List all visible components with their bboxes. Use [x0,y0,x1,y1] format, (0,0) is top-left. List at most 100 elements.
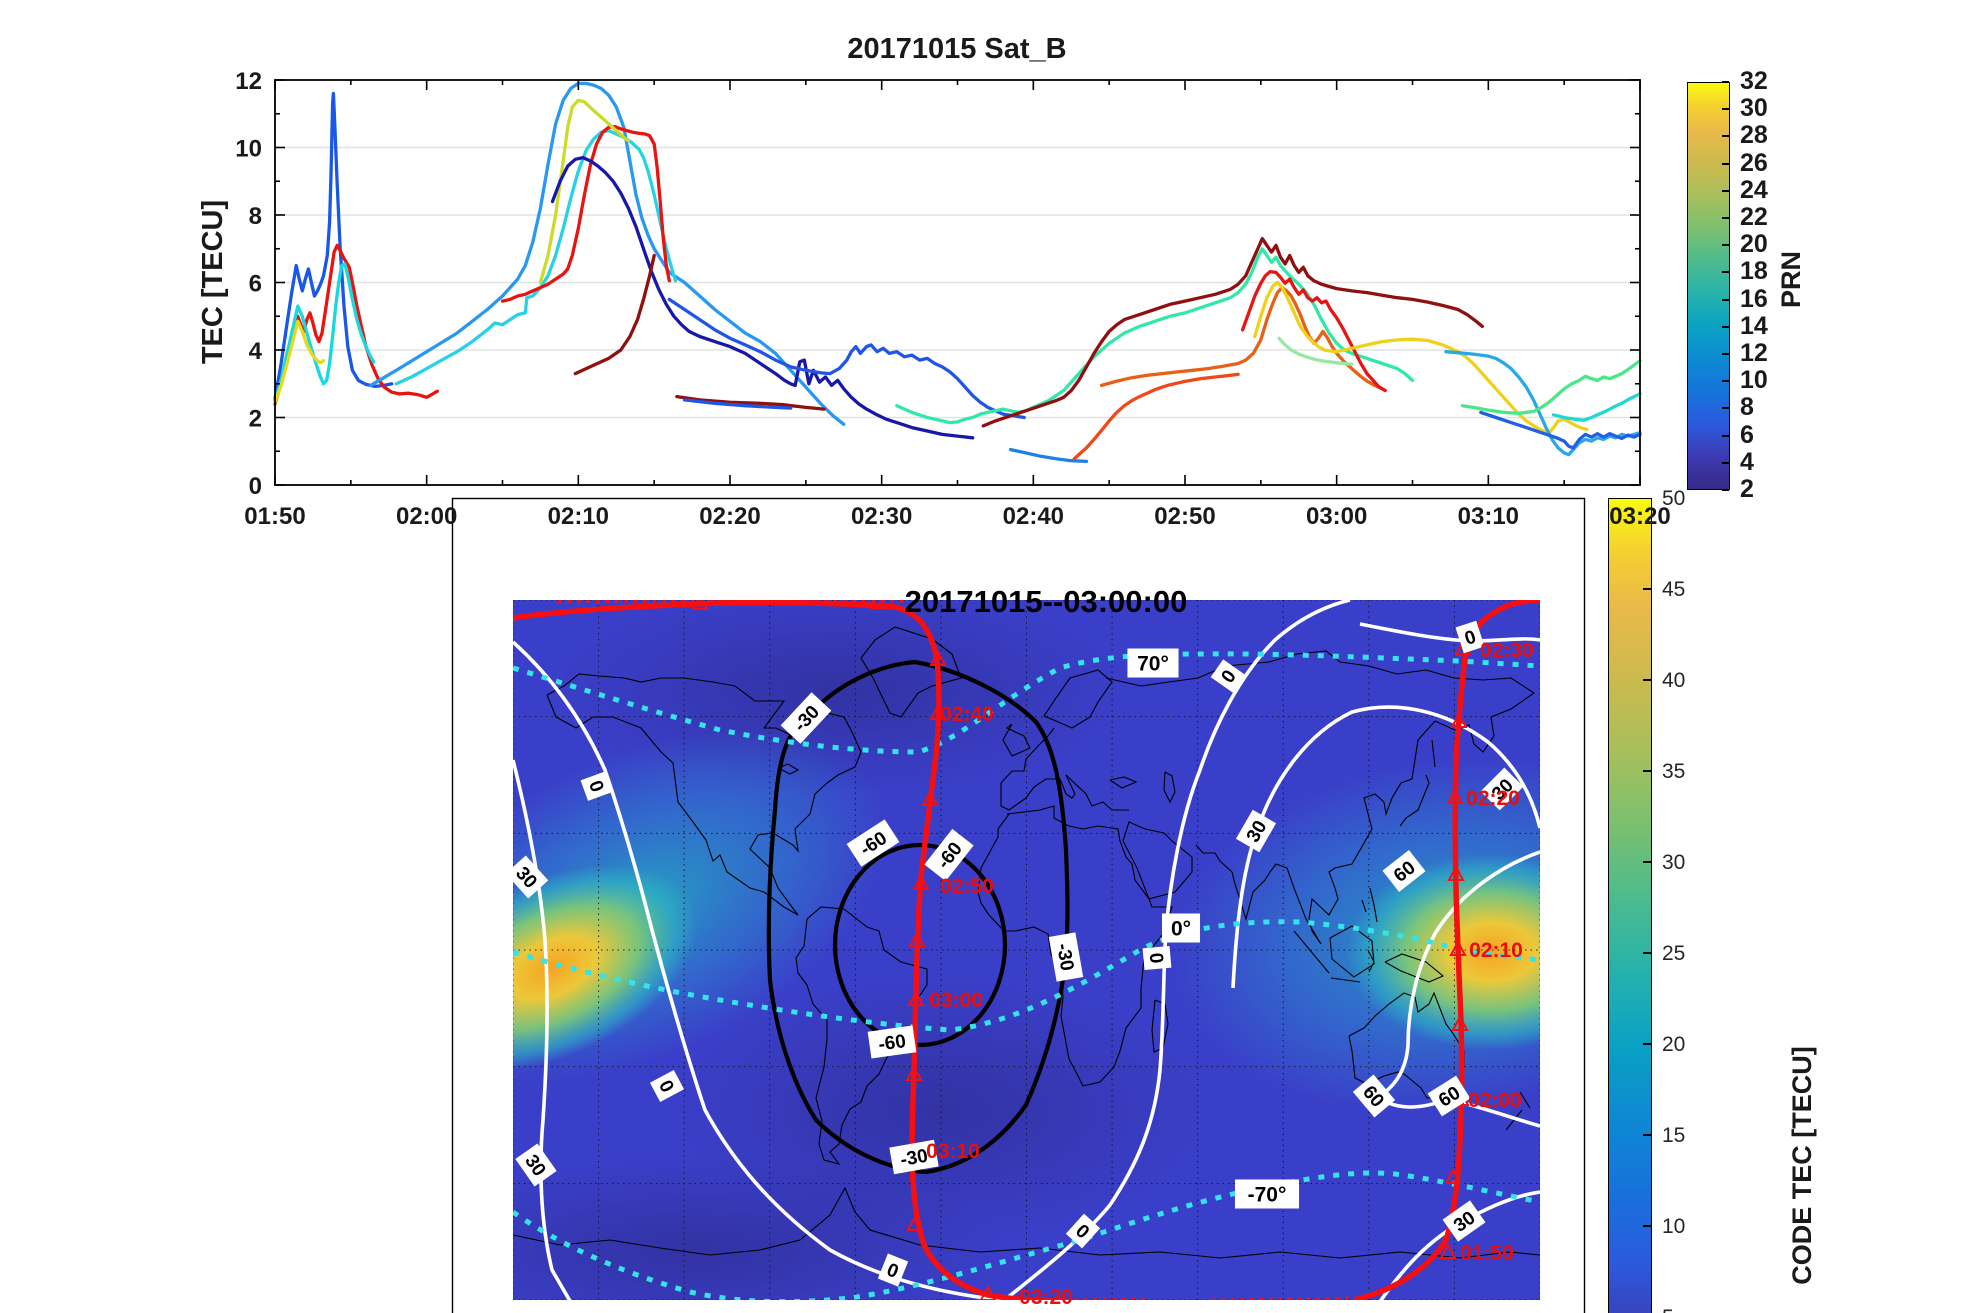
sza-circle-label-text: 70° [1137,653,1169,676]
series-PRN-blue-late [1479,410,1642,450]
code-colorbar-tick-label: 15 [1662,1124,1686,1147]
coastline [1163,771,1176,804]
white-contour-label-box [1455,620,1485,654]
prn-colorbar-tick [1722,325,1729,328]
sza-circle-label-box [1127,648,1179,678]
map-area [513,600,1540,1300]
track-triangle-marker [1439,1242,1457,1259]
prn-colorbar-tick-label: 26 [1740,148,1768,177]
black-contour-label-box [846,819,900,867]
x-tick-label: 01:50 [244,503,305,530]
prn-colorbar-tick [1722,81,1729,83]
series-PRN-palegreen-short [1277,336,1354,366]
satellite-track-dotted [557,600,906,604]
y-tick-label: 8 [249,203,262,230]
prn-colorbar-tick [1722,162,1729,165]
sza-circle-label: 0° [1161,913,1201,943]
track-triangle-marker [912,873,930,890]
white-contour-label: 0 [1455,620,1485,654]
prn-colorbar-tick-label: 2 [1740,475,1754,503]
tec-time-series-chart: 01:50 02:00 02:10 02:20 02:30 02:40 02:50 03:00… [197,33,1671,530]
prn-colorbar-tick [1722,489,1729,491]
coastline [777,763,800,775]
coastline [1399,774,1430,827]
code-colorbar-tick-label: 40 [1662,669,1686,692]
prn-colorbar-tick-label: 24 [1740,175,1768,204]
black-contour [766,659,1070,1175]
sza-contour [513,919,1540,1033]
series-PRN-deepsky-hump [368,81,846,426]
track-triangle-marker [1446,787,1464,804]
x-tick-label: 02:30 [851,503,912,530]
y-tick-label: 2 [249,406,262,433]
white-contour-label: 0 [1142,945,1172,971]
black-contour-label: -30 [889,1139,939,1175]
prn-colorbar-tick-label: 28 [1740,121,1768,150]
code-colorbar-tick-label: 30 [1662,851,1686,874]
sza-contour [513,651,1540,755]
white-contour [513,640,1011,1300]
series-PRN-royal-low-flat [682,398,793,410]
track-triangle-marker [929,703,947,720]
white-contour [1231,705,1540,989]
white-contour-label-box [1442,1200,1486,1242]
white-contour-label-box [1142,945,1172,971]
white-contour-label: 0 [1065,1213,1101,1249]
series-PRN-red-peak [1240,270,1387,393]
satellite-track [513,600,1063,1300]
code-colorbar-tick [1643,679,1651,681]
white-contour-label-box [1480,767,1524,811]
chart-ylabel: TEC [TECU] [197,200,229,364]
black-contour [832,842,1008,1048]
prn-colorbar-tick-label: 30 [1740,94,1768,123]
prn-colorbar-gradient [1687,82,1730,490]
coastline [1043,669,1113,729]
prn-colorbar-tick [1722,244,1729,247]
track-time-label: 02:20 [1466,787,1520,810]
code-colorbar-tick [1643,952,1651,954]
sza-circle-label-box [1161,913,1201,943]
series-PRN-yellowgreen-hump [538,98,631,285]
black-contour-label-box [1048,932,1084,982]
series-PRN-orangered-flat [1072,372,1240,461]
track-triangle-marker [906,1214,924,1231]
white-contour-label-box [580,771,614,801]
series-PRN-blue-spike [273,91,394,401]
black-contour-label-box [867,1025,917,1059]
sza-circle-label: -70° [1234,1179,1300,1209]
series-PRN-deepsky-late [1444,350,1642,457]
coastline [977,805,1173,1087]
sza-circle-label-text: -70° [1248,1184,1287,1207]
track-time-label: 03:10 [926,1140,980,1163]
code-colorbar-tick [1643,1225,1651,1227]
coastline [1109,776,1138,789]
series-PRN-cyan-early [273,262,376,403]
track-time-label: 02:10 [1469,939,1523,962]
track-time-label: 02:00 [1468,1089,1522,1112]
code-tec-colorbar-label: CODE TEC [TECU] [1786,1046,1817,1285]
white-contour-label-box [877,1253,909,1287]
prn-colorbar-tick-label: 12 [1740,339,1768,367]
prn-colorbar-tick-label: 22 [1740,203,1768,231]
series-PRN-blue-low-short [1008,447,1089,464]
chart-title: 20171015 Sat_B [847,33,1066,65]
coastline [1519,1091,1531,1109]
coastline [1122,821,1193,900]
track-triangle-marker [979,1284,997,1300]
prn-colorbar-tick-label: 18 [1740,257,1768,286]
track-triangle-marker [1444,1167,1462,1184]
white-contour-label: 0 [580,771,614,801]
x-tick-label: 02:10 [548,503,609,530]
y-tick-label: 4 [249,338,263,365]
series-PRN-green-late-rise [1460,359,1642,416]
series-PRN-maroon-early-rise [573,253,656,376]
y-tick-label: 0 [249,473,262,500]
series-PRN-maroon-main [981,236,1484,428]
code-colorbar-tick-label: 5 [1662,1306,1674,1313]
coastline [860,626,962,718]
white-contour-label-box [505,855,549,899]
track-triangle-marker [691,600,709,610]
track-triangle-marker [907,989,925,1006]
coastline [1329,925,1375,978]
